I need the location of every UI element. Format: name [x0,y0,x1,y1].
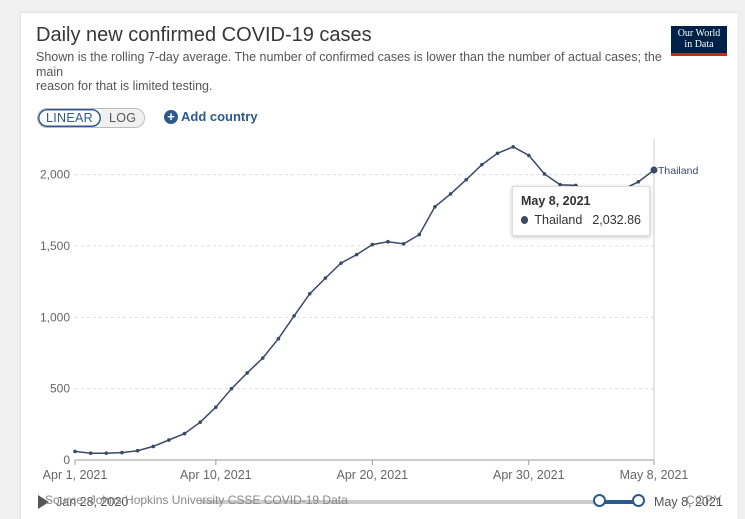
data-point [636,180,641,184]
chart-title: Daily new confirmed COVID-19 cases [36,24,372,46]
data-point [229,386,234,391]
timeline-end-handle[interactable] [632,494,645,507]
data-point [370,242,375,247]
subtitle-line-1: Shown is the rolling 7-day average. The … [36,50,662,79]
y-tick-label: 0 [63,453,70,467]
x-tick-label: Apr 10, 2021 [180,468,252,482]
data-point [276,336,281,341]
data-point [135,448,140,453]
data-point [104,451,109,455]
x-tick-label: Apr 30, 2021 [493,468,565,482]
timeline-start-handle[interactable] [592,494,606,507]
data-point [88,451,93,455]
tooltip-value: 2,032.86 [592,213,641,227]
data-point [120,450,124,455]
data-point [323,276,328,280]
data-point [307,291,312,296]
data-point [480,162,484,167]
data-point [167,438,171,442]
data-point [73,449,77,454]
data-point [542,172,547,176]
owid-logo[interactable]: Our World in Data [671,26,727,56]
data-point [182,431,187,436]
data-point [448,192,453,196]
timeline-selected-range [598,500,638,504]
scale-toggle: LINEAR LOG [37,108,146,128]
source-note[interactable]: Source: Johns Hopkins University CSSE CO… [45,493,348,507]
data-point[interactable] [650,166,658,174]
timeline-start-label: Jan 28, 2020 [56,495,129,509]
data-point [511,145,515,149]
data-point [401,242,406,246]
data-point [417,232,422,237]
data-point [151,444,156,449]
log-scale-button[interactable]: LOG [100,109,145,127]
y-tick-label: 1,500 [40,239,70,253]
timeline-track[interactable] [200,500,638,504]
linear-scale-button[interactable]: LINEAR [38,109,101,127]
x-tick-label: Apr 1, 2021 [43,468,108,482]
data-point [198,420,202,424]
data-point [339,261,343,265]
plus-circle-icon: + [164,109,178,124]
play-icon[interactable] [38,495,49,509]
series-end-label[interactable]: Thailand [658,165,698,177]
y-tick-label: 1,000 [40,310,70,324]
timeline-end-label: May 8, 2021 [654,495,723,509]
copy-button[interactable]: COPY [686,493,723,507]
tooltip-date: May 8, 2021 [521,194,591,208]
subtitle-line-2: reason for that is limited testing. [36,79,213,93]
y-tick-label: 2,000 [40,168,70,182]
add-country-button[interactable]: + Add country [164,109,258,124]
data-point [386,239,390,244]
series-line-thailand [74,145,655,454]
timeline-slider: Jan 28, 2020 May 8, 2021 [0,488,745,516]
hover-tooltip: May 8, 2021 Thailand 2,032.86 [512,186,650,236]
logo-line-1: Our World [677,28,721,39]
data-point [214,405,218,410]
add-country-label: Add country [181,109,258,124]
tooltip-series-name: Thailand [534,213,583,227]
data-point [495,151,500,156]
tooltip-row: Thailand 2,032.86 [521,213,641,227]
data-point [245,371,249,375]
series-dot-icon [521,216,529,224]
y-tick-label: 500 [50,382,70,396]
logo-line-2: in Data [684,39,714,50]
data-point [260,356,265,360]
x-tick-label: Apr 20, 2021 [337,468,409,482]
data-point [558,182,562,187]
data-point [292,314,296,318]
chart-subtitle: Shown is the rolling 7-day average. The … [36,50,676,94]
data-point [464,177,469,182]
data-point [527,153,531,158]
data-point [433,204,437,209]
x-tick-label: May 8, 2021 [620,468,689,482]
chart-card [20,12,737,519]
data-point [354,252,359,257]
